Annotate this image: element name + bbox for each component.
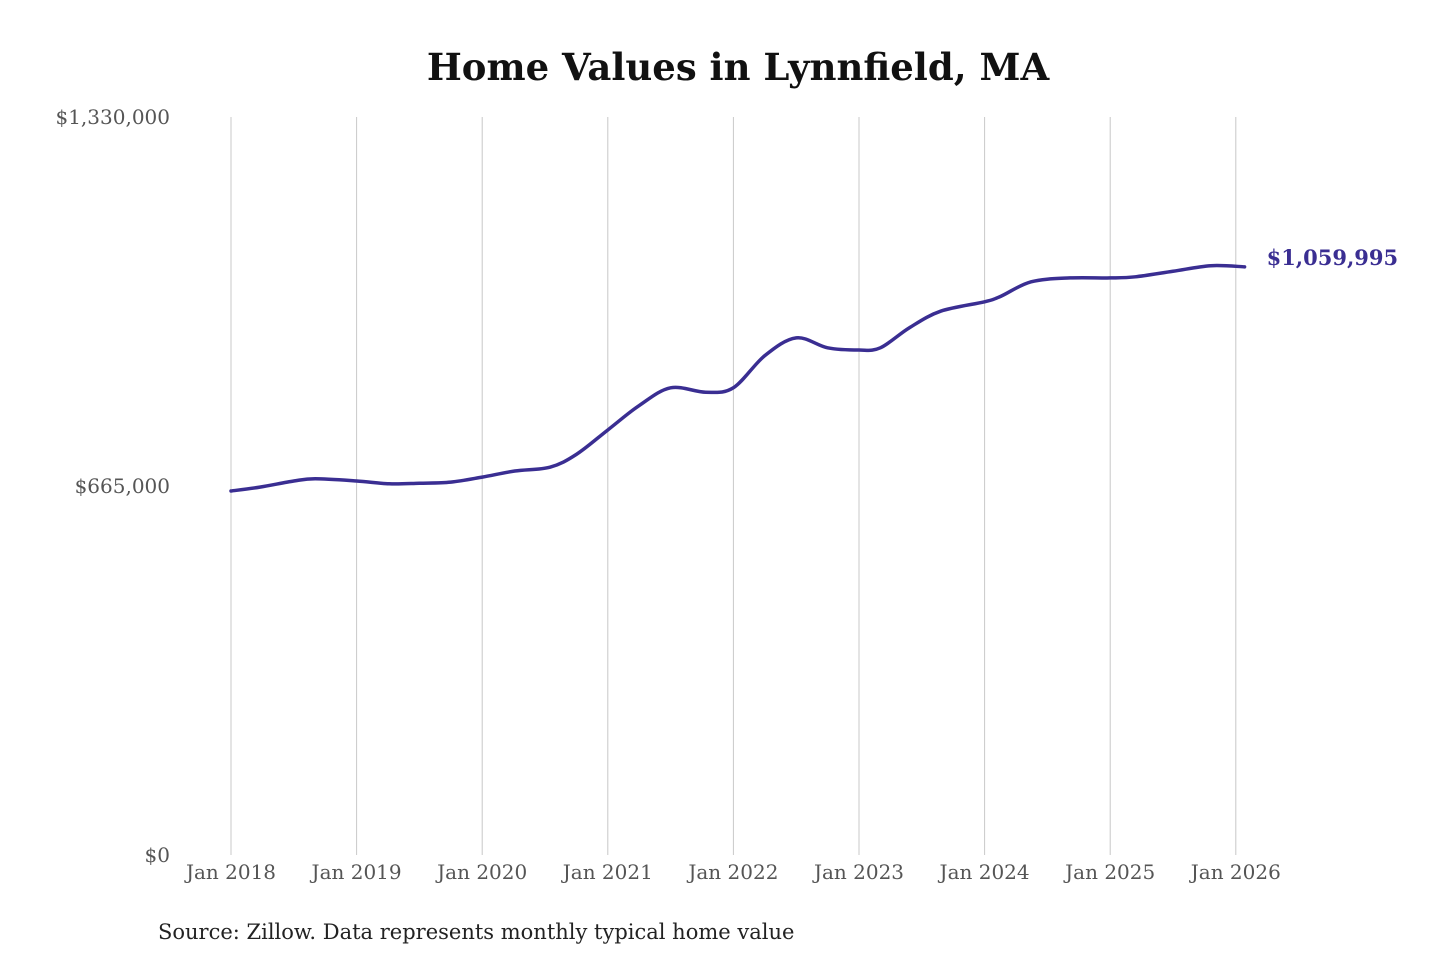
source-note: Source: Zillow. Data represents monthly …: [158, 920, 794, 944]
x-axis: Jan 2018 Jan 2019 Jan 2020 Jan 2021 Jan 2022…: [184, 860, 1281, 884]
series-line: [229, 263, 1247, 493]
grid-lines: [230, 117, 1237, 855]
y-axis: $0 $665,000 $1,330,000: [55, 105, 170, 867]
x-tick-label: Jan 2018: [184, 860, 276, 884]
end-value-label: $1,059,995: [1267, 245, 1399, 270]
x-tick-label: Jan 2024: [938, 860, 1030, 884]
y-tick-label: $0: [145, 843, 170, 867]
chart-title: Home Values in Lynnfield, MA: [427, 45, 1051, 89]
x-tick-label: Jan 2025: [1063, 860, 1155, 884]
y-tick-label: $665,000: [75, 474, 170, 498]
x-tick-label: Jan 2026: [1189, 860, 1281, 884]
x-tick-label: Jan 2023: [812, 860, 904, 884]
x-tick-label: Jan 2019: [310, 860, 402, 884]
x-tick-label: Jan 2021: [561, 860, 653, 884]
x-tick-label: Jan 2020: [435, 860, 527, 884]
y-tick-label: $1,330,000: [55, 105, 170, 129]
x-tick-label: Jan 2022: [686, 860, 778, 884]
